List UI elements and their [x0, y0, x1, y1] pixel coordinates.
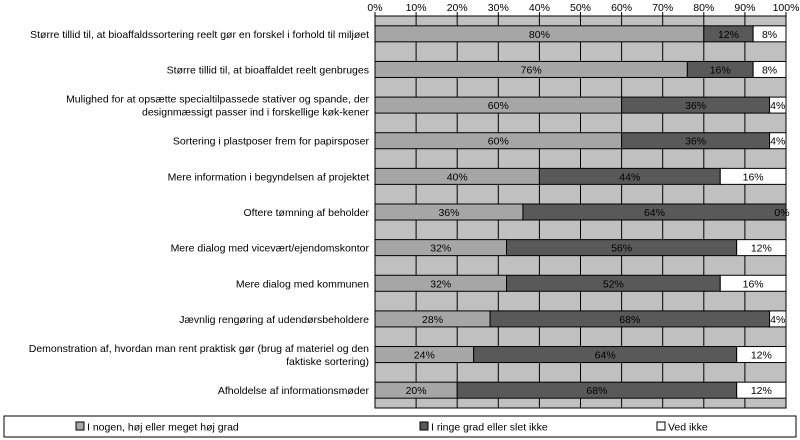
data-label: 4%: [770, 136, 785, 148]
bar-segment: [736, 381, 787, 399]
x-tick-label: 0%: [367, 2, 382, 14]
category-label: Afholdelse af informationsmøder: [218, 385, 370, 397]
data-label: 68%: [619, 314, 640, 326]
bar-segment: [769, 310, 787, 328]
data-label: 60%: [488, 136, 509, 148]
bar-segment: [769, 96, 787, 114]
legend-swatch: [656, 421, 666, 431]
data-label: 16%: [710, 64, 731, 76]
data-label: 76%: [521, 64, 542, 76]
legend-swatch: [419, 421, 429, 431]
data-label: 12%: [751, 243, 772, 255]
category-label: faktiske sortering): [286, 356, 369, 368]
category-label: Større tillid til, at bioaffaldssorterin…: [30, 29, 369, 41]
x-tick-label: 70%: [652, 2, 673, 14]
data-label: 60%: [488, 100, 509, 112]
legend-label: I ringe grad eller slet ikke: [431, 422, 548, 434]
data-label: 68%: [586, 385, 607, 397]
data-label: 40%: [447, 171, 468, 183]
x-tick-label: 10%: [406, 2, 427, 14]
category-label: Oftere tømning af beholder: [244, 207, 370, 219]
data-label: 8%: [762, 64, 777, 76]
data-label: 32%: [430, 243, 451, 255]
data-label: 32%: [430, 278, 451, 290]
data-label: 64%: [595, 350, 616, 362]
data-label: 16%: [743, 278, 764, 290]
legend-swatch: [75, 421, 85, 431]
data-label: 28%: [422, 314, 443, 326]
data-label: 12%: [718, 29, 739, 41]
data-label: 4%: [770, 314, 785, 326]
data-label: 36%: [438, 207, 459, 219]
bar-segment: [719, 167, 787, 185]
data-label: 36%: [685, 100, 706, 112]
data-label: 44%: [619, 171, 640, 183]
data-label: 64%: [644, 207, 665, 219]
legend-box: [3, 415, 797, 438]
category-label: Jævnlig rengøring af udendørsbeholdere: [179, 314, 369, 326]
data-label: 0%: [774, 207, 789, 219]
category-label: designmæssigt passer ind i forskellige k…: [142, 107, 370, 119]
x-tick-label: 50%: [570, 2, 591, 14]
category-label: Mere dialog med vicevært/ejendomskontor: [171, 243, 370, 255]
x-tick-label: 100%: [773, 2, 800, 14]
x-tick-label: 90%: [734, 2, 755, 14]
bar-segment: [752, 25, 787, 43]
x-tick-label: 20%: [447, 2, 468, 14]
bar-segment: [752, 60, 787, 78]
bar-segment: [522, 203, 787, 221]
data-label: 8%: [762, 29, 777, 41]
bar-segment: [769, 132, 787, 150]
category-label: Større tillid til, at bioaffaldet reelt …: [167, 64, 369, 76]
data-label: 80%: [529, 29, 550, 41]
category-label: Sortering i plastposer frem for papirspo…: [173, 136, 370, 148]
bar-segment: [736, 239, 787, 257]
data-label: 16%: [743, 171, 764, 183]
data-label: 52%: [603, 278, 624, 290]
data-label: 12%: [751, 385, 772, 397]
data-label: 12%: [751, 350, 772, 362]
category-label: Mere information i begyndelsen af projek…: [168, 171, 369, 183]
x-tick-label: 60%: [611, 2, 632, 14]
category-label: Mulighed for at opsætte specialtilpassed…: [66, 94, 369, 106]
bar-segment: [719, 274, 787, 292]
data-label: 20%: [406, 385, 427, 397]
data-label: 4%: [770, 100, 785, 112]
category-label: Mere dialog med kommunen: [236, 278, 369, 290]
data-label: 36%: [685, 136, 706, 148]
category-label: Demonstration af, hvordan man rent prakt…: [29, 343, 369, 355]
data-label: 24%: [414, 350, 435, 362]
bar-segment: [736, 346, 787, 364]
x-tick-label: 40%: [529, 2, 550, 14]
legend-label: I nogen, høj eller meget høj grad: [87, 422, 239, 434]
x-tick-label: 80%: [693, 2, 714, 14]
x-tick-label: 30%: [488, 2, 509, 14]
legend-label: Ved ikke: [668, 422, 708, 434]
data-label: 56%: [611, 243, 632, 255]
